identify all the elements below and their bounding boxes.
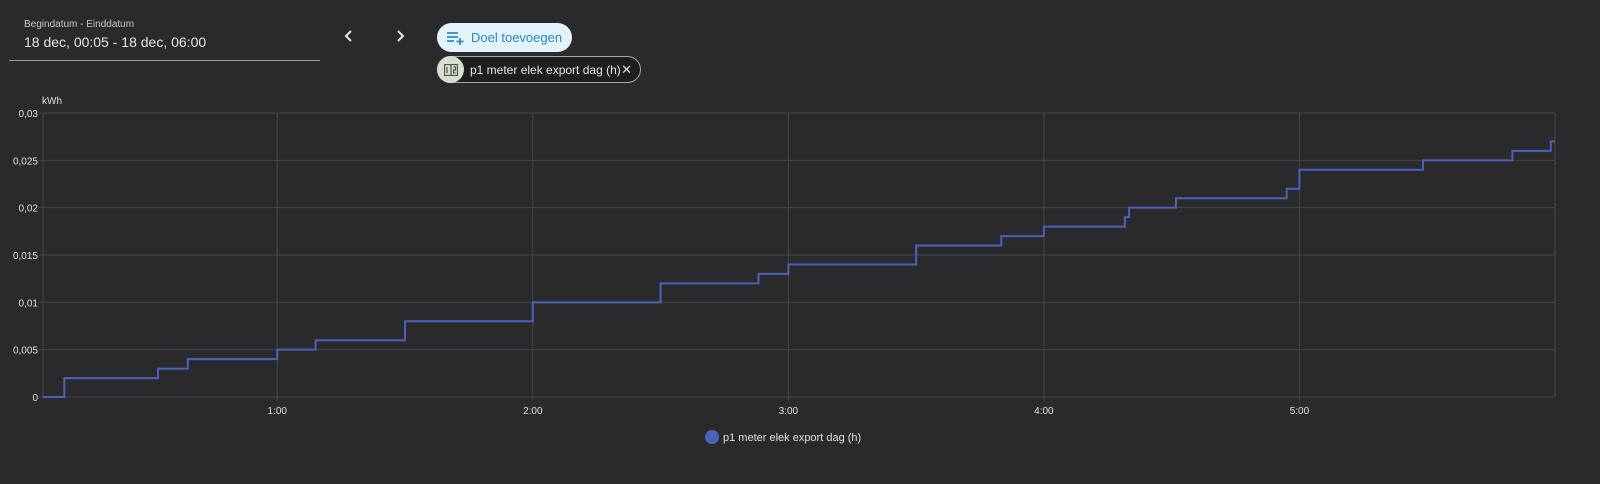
- x-tick-label: 3:00: [779, 406, 799, 417]
- series-line: [43, 140, 1555, 398]
- x-tick-label: 5:00: [1290, 406, 1310, 417]
- y-tick-label: 0,01: [19, 298, 39, 309]
- y-tick-label: 0,015: [13, 251, 38, 262]
- counter-icon: [437, 56, 464, 83]
- next-period-button[interactable]: [388, 24, 412, 48]
- legend-entry[interactable]: p1 meter elek export dag (h): [705, 430, 861, 444]
- chevron-right-icon: [397, 30, 405, 42]
- x-tick-label: 1:00: [268, 406, 288, 417]
- y-axis-unit-label: kWh: [42, 96, 62, 107]
- add-target-label: Doel toevoegen: [471, 30, 563, 45]
- date-range-label: Begindatum - Einddatum: [24, 19, 135, 30]
- y-tick-label: 0,025: [13, 156, 38, 167]
- playlist-plus-icon: [447, 31, 464, 45]
- chevron-left-icon: [344, 30, 352, 42]
- remove-entity-close-icon[interactable]: ✕: [621, 61, 632, 77]
- x-tick-label: 2:00: [523, 406, 543, 417]
- entity-chip[interactable]: p1 meter elek export dag (h) ✕: [437, 56, 641, 83]
- y-tick-label: 0,02: [19, 204, 39, 215]
- x-tick-label: 4:00: [1034, 406, 1054, 417]
- previous-period-button[interactable]: [337, 24, 361, 48]
- legend-label: p1 meter elek export dag (h): [723, 432, 861, 444]
- date-range-picker[interactable]: Begindatum - Einddatum 18 dec, 00:05 - 1…: [9, 10, 320, 61]
- legend-swatch: [705, 430, 719, 444]
- add-target-button[interactable]: Doel toevoegen: [437, 23, 572, 52]
- y-tick-label: 0: [32, 393, 38, 404]
- y-tick-label: 0,03: [19, 109, 39, 120]
- date-range-value[interactable]: 18 dec, 00:05 - 18 dec, 06:00: [24, 34, 207, 50]
- y-tick-label: 0,005: [13, 346, 38, 357]
- entity-chip-label: p1 meter elek export dag (h): [470, 62, 621, 77]
